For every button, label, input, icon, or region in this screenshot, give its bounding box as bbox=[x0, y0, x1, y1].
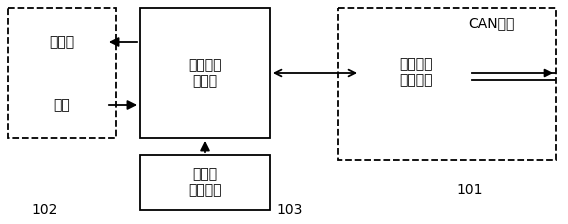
Bar bbox=[140, 155, 270, 210]
Bar bbox=[18, 18, 106, 66]
Bar bbox=[8, 8, 116, 138]
Text: 键盘: 键盘 bbox=[53, 98, 70, 112]
Text: 处理器
外围电路: 处理器 外围电路 bbox=[188, 167, 222, 198]
Text: 显示器: 显示器 bbox=[49, 35, 74, 49]
Text: CAN总线: CAN总线 bbox=[468, 16, 515, 30]
Bar bbox=[338, 8, 556, 160]
Bar bbox=[140, 8, 270, 138]
Text: 102: 102 bbox=[32, 203, 58, 217]
Text: 103: 103 bbox=[277, 203, 303, 217]
Text: 101: 101 bbox=[457, 183, 483, 197]
Bar bbox=[360, 25, 472, 120]
Text: 串行通信
接口电路: 串行通信 接口电路 bbox=[399, 57, 433, 88]
Text: 数字控制
处理器: 数字控制 处理器 bbox=[188, 58, 222, 88]
Bar bbox=[18, 82, 106, 128]
